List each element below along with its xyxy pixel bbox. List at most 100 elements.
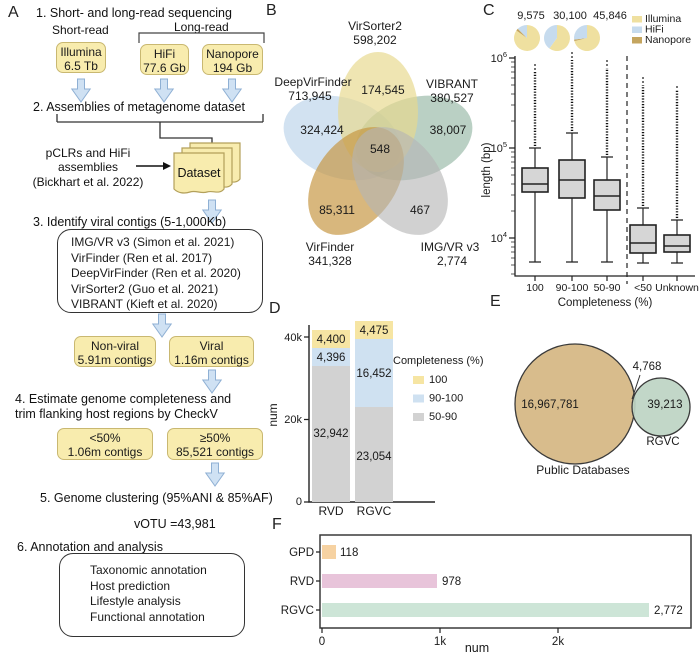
box-100 xyxy=(521,64,549,263)
nonviral-name: Non-viral xyxy=(90,339,139,353)
panel-e-label: E xyxy=(490,293,501,310)
panel-b-label: B xyxy=(266,2,277,19)
xtick-100: 100 xyxy=(526,282,544,294)
y-ticks xyxy=(316,551,320,611)
hifi-box: HiFi 77.6 Gb xyxy=(140,44,189,75)
legend-100-swatch xyxy=(413,376,424,384)
legend-nanopore: Nanopore xyxy=(645,34,691,46)
ytick-1e4: 104 xyxy=(491,230,507,245)
virfinder-total: 341,328 xyxy=(308,254,352,268)
nonviral-box: Non-viral 5.91m contigs xyxy=(74,336,156,367)
tool-item: VirFinder (Ren et al. 2017) xyxy=(71,250,213,265)
virsorter2-unique: 174,545 xyxy=(361,83,405,97)
step4-line1: 4. Estimate genome completeness and xyxy=(15,392,232,406)
xtick-unknown: Unknown xyxy=(655,282,699,294)
rvd-value: 978 xyxy=(442,576,461,588)
legend-90-100-swatch xyxy=(413,394,424,403)
down-arrow-icon xyxy=(153,78,175,103)
ytick-rgvc: RGVC xyxy=(281,605,314,617)
xtick-2k: 2k xyxy=(552,636,564,648)
right-arrow-icon xyxy=(136,162,171,170)
deepvirfinder-total: 713,945 xyxy=(288,89,332,103)
long-read-bracket xyxy=(138,32,265,43)
venn-flower-chart: VirSorter2 598,202 DeepVirFinder 713,945… xyxy=(274,19,480,268)
xtick-lt50: <50 xyxy=(634,282,652,294)
annotation-box: Taxonomic annotation Host prediction Lif… xyxy=(59,553,245,637)
lt50-name: <50% xyxy=(89,431,121,445)
step2-text: 2. Assemblies of metagenome dataset xyxy=(33,100,245,114)
legend-hifi: HiFi xyxy=(645,24,664,36)
x-axis-label: Completeness (%) xyxy=(558,297,653,309)
annotation-item: Taxonomic annotation xyxy=(90,563,207,577)
y-axis-label: length (bp) xyxy=(481,142,493,197)
ytick-20k: 20k xyxy=(284,414,302,426)
seq-legend: Illumina HiFi Nanopore xyxy=(632,13,691,46)
step1-text: 1. Short- and long-read sequencing xyxy=(36,6,232,20)
deepvirfinder-unique: 324,424 xyxy=(300,123,344,137)
viral-box: Viral 1.16m contigs xyxy=(169,336,254,367)
tool-item: VIBRANT (Kieft et al. 2020) xyxy=(71,297,218,311)
bar-rvd: 4,400 4,396 32,942 xyxy=(312,330,350,502)
box-lt50 xyxy=(629,77,657,264)
virfinder-name: VirFinder xyxy=(306,240,354,254)
hifi-swatch xyxy=(632,26,642,33)
rgvc-value: 39,213 xyxy=(647,399,682,411)
rvd-90-100-value: 4,396 xyxy=(317,352,346,364)
ge50-name: ≥50% xyxy=(199,431,231,445)
lt50-box: <50% 1.06m contigs xyxy=(57,428,153,460)
dataset-stack-icon xyxy=(173,142,241,194)
bar-rgvc: 4,475 16,452 23,054 xyxy=(355,321,393,502)
bar-gpd: 118 xyxy=(322,545,358,559)
bar-rvd: 978 xyxy=(322,574,461,588)
long-read-label: Long-read xyxy=(174,20,229,34)
completeness-legend: Completeness (%) 100 90-100 50-90 xyxy=(393,355,483,423)
hifi-value: 77.6 Gb xyxy=(143,61,186,75)
length-boxplot-chart: 9,575 30,100 45,846 Illumina HiFi Nanopo… xyxy=(481,10,699,309)
xtick-0: 0 xyxy=(319,636,325,648)
pie-count-2: 30,100 xyxy=(553,10,587,22)
viral-value: 1.16m contigs xyxy=(174,353,249,367)
overlap-value: 4,768 xyxy=(633,361,662,373)
panel-c-label: C xyxy=(483,2,495,19)
short-read-label: Short-read xyxy=(52,23,109,37)
axes xyxy=(514,56,695,277)
ytick-rvd: RVD xyxy=(290,576,314,588)
nanopore-swatch xyxy=(632,37,642,44)
panel-a-label: A xyxy=(8,4,19,21)
imgvr-total: 2,774 xyxy=(437,254,467,268)
xtick-1k: 1k xyxy=(434,636,446,648)
xtick-rvd: RVD xyxy=(318,504,343,518)
step3-text: 3. Identify viral contigs (5-1,000Kb) xyxy=(33,215,227,229)
y-ticks xyxy=(304,336,309,503)
tools-box: IMG/VR v3 (Simon et al. 2021) VirFinder … xyxy=(57,229,263,313)
down-arrow-icon xyxy=(201,369,223,394)
completeness-stacked-bar-chart: 40k 20k 0 num 4,400 4,396 32,942 4,475 1… xyxy=(266,321,483,518)
database-venn-chart: 16,967,781 39,213 4,768 RGVC Public Data… xyxy=(514,343,691,477)
down-arrow-icon xyxy=(221,78,243,103)
rgvc-50-90-value: 23,054 xyxy=(356,451,392,463)
down-arrow-icon xyxy=(70,78,92,103)
database-count-bar-chart: 118 978 2,772 GPD RVD RGVC 0 1k 2k num xyxy=(281,534,692,655)
rgvc-circle xyxy=(631,377,691,437)
ytick-0: 0 xyxy=(296,496,302,508)
x-axis-label: num xyxy=(465,641,489,655)
imgvr-name: IMG/VR v3 xyxy=(421,240,480,254)
vibrant-name: VIBRANT xyxy=(426,77,479,91)
rvd-100-value: 4,400 xyxy=(317,334,346,346)
vibrant-unique: 38,007 xyxy=(430,123,467,137)
annotation-item: Lifestyle analysis xyxy=(90,594,181,608)
pclr-line3: (Bickhart et al. 2022) xyxy=(32,175,144,189)
pclr-line1: pCLRs and HiFi xyxy=(45,146,131,160)
virfinder-unique: 85,311 xyxy=(319,203,355,217)
venn-center-count: 548 xyxy=(370,142,390,156)
step6-text: 6. Annotation and analysis xyxy=(17,540,163,554)
annotation-item: Host prediction xyxy=(90,578,171,593)
legend-title: Completeness (%) xyxy=(393,355,483,367)
xtick-50-90: 50-90 xyxy=(594,282,621,294)
votu-text: vOTU =43,981 xyxy=(134,517,216,531)
pie-1 xyxy=(513,25,540,52)
tool-item: DeepVirFinder (Ren et al. 2020) xyxy=(71,266,241,280)
petal-imgvr xyxy=(352,127,448,235)
rgvc-90-100-value: 16,452 xyxy=(356,368,391,380)
